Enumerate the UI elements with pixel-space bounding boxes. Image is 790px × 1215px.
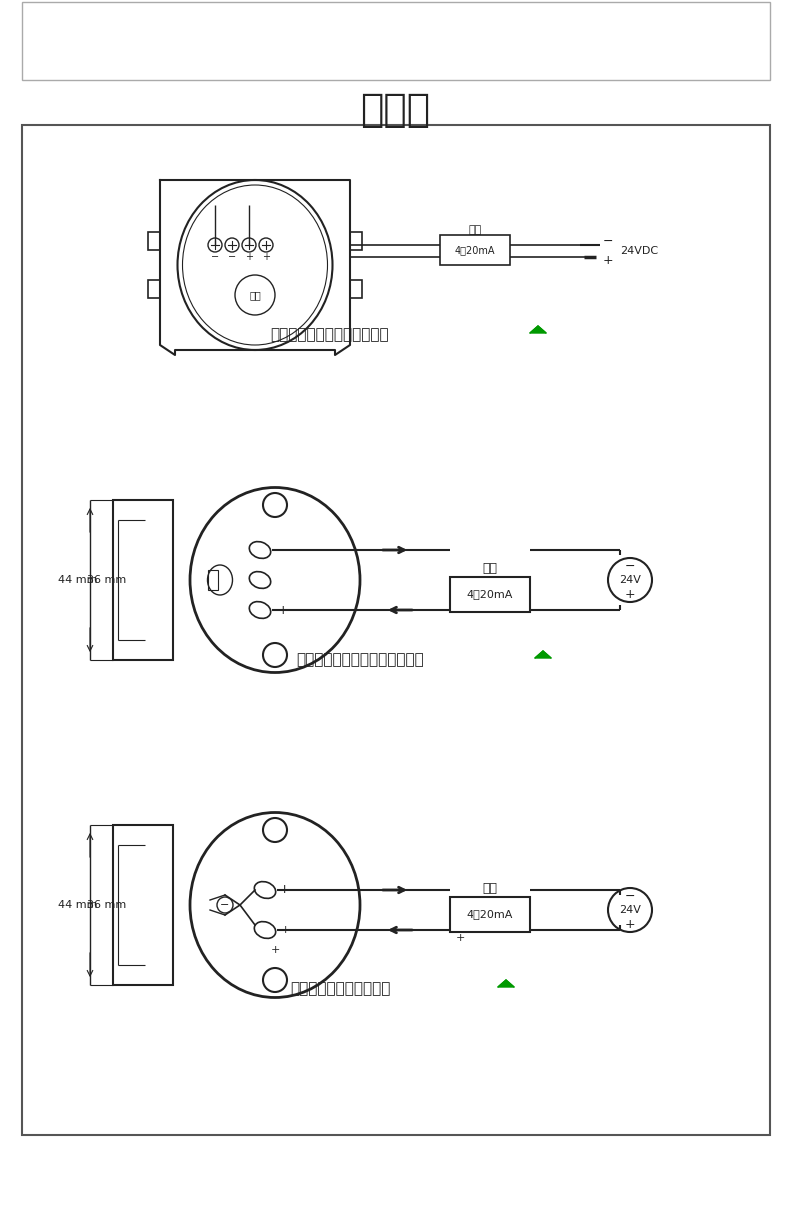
Bar [440, 234, 510, 265]
Text: −: − [278, 543, 288, 556]
Text: 热电偶变送器安装接线图: 热电偶变送器安装接线图 [290, 982, 390, 996]
Text: −: − [211, 252, 219, 262]
Text: 负载: 负载 [483, 563, 498, 576]
Ellipse shape [190, 813, 360, 998]
Circle shape [263, 643, 287, 667]
Circle shape [242, 238, 256, 252]
Text: +: + [270, 945, 280, 955]
Text: 表头: 表头 [249, 290, 261, 300]
Text: +: + [625, 588, 635, 600]
Text: 44 mm: 44 mm [58, 575, 98, 584]
Ellipse shape [250, 571, 271, 588]
Polygon shape [530, 326, 546, 333]
Circle shape [263, 818, 287, 842]
Text: 44 mm: 44 mm [58, 900, 98, 910]
Text: 4～20mA: 4～20mA [467, 589, 514, 599]
Ellipse shape [250, 601, 271, 618]
Text: +: + [625, 917, 635, 931]
Text: 36 mm: 36 mm [88, 900, 126, 910]
Circle shape [608, 558, 652, 601]
Circle shape [608, 888, 652, 932]
Ellipse shape [250, 542, 271, 559]
Text: I: I [284, 885, 287, 895]
Bar [148, 232, 160, 250]
Text: −: − [625, 559, 635, 572]
Text: 热电阻三线制变送器安装接线图: 热电阻三线制变送器安装接线图 [296, 652, 424, 667]
Text: +: + [280, 925, 290, 936]
Bar [350, 279, 362, 298]
Circle shape [235, 275, 275, 315]
Text: 24V: 24V [619, 905, 641, 915]
Ellipse shape [190, 487, 360, 672]
Circle shape [225, 238, 239, 252]
Text: 4～20mA: 4～20mA [455, 245, 495, 255]
Circle shape [263, 968, 287, 991]
Text: 负载: 负载 [483, 882, 498, 895]
Text: +: + [262, 252, 270, 262]
Circle shape [217, 897, 233, 912]
Text: 4～20mA: 4～20mA [467, 910, 514, 920]
Text: 36 mm: 36 mm [88, 575, 126, 584]
Text: −: − [228, 252, 236, 262]
Bar [22, 2, 770, 80]
Polygon shape [498, 981, 514, 987]
Text: +: + [245, 252, 253, 262]
Bar [350, 232, 362, 250]
Text: +: + [603, 254, 613, 267]
Bar [22, 125, 770, 1135]
Text: +: + [455, 933, 465, 943]
Text: +: + [278, 604, 288, 616]
Text: −: − [220, 900, 230, 910]
Ellipse shape [254, 882, 276, 898]
Text: 24VDC: 24VDC [620, 245, 658, 256]
Polygon shape [535, 651, 551, 659]
Ellipse shape [208, 565, 232, 595]
Text: −: − [603, 234, 613, 248]
Bar [113, 501, 173, 660]
Text: −: − [625, 889, 635, 903]
Bar [113, 825, 173, 985]
Text: 接线图: 接线图 [360, 91, 430, 129]
Circle shape [263, 493, 287, 518]
Text: 一体化液晶显示变送器接线图: 一体化液晶显示变送器接线图 [271, 328, 389, 343]
Bar [450, 577, 530, 612]
Text: 负载: 负载 [468, 225, 482, 234]
Bar [208, 570, 218, 590]
Bar [148, 279, 160, 298]
Bar [450, 897, 530, 932]
Ellipse shape [254, 922, 276, 938]
Circle shape [208, 238, 222, 252]
Circle shape [259, 238, 273, 252]
Text: 24V: 24V [619, 575, 641, 584]
